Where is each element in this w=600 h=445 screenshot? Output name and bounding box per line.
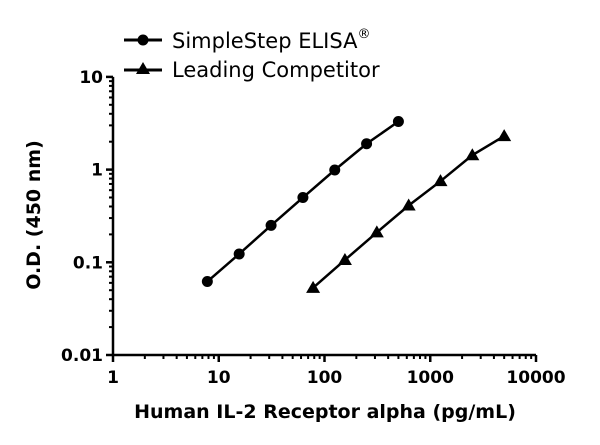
x-tick-label: 100 bbox=[307, 368, 343, 388]
legend-label-competitor: Leading Competitor bbox=[172, 58, 380, 82]
circle-marker-icon bbox=[329, 164, 341, 176]
y-tick-label: 1 bbox=[91, 161, 103, 181]
circle-marker-icon bbox=[233, 248, 245, 260]
triangle-marker-icon bbox=[136, 62, 150, 74]
circle-marker-icon bbox=[361, 138, 373, 150]
y-axis-title: O.D. (450 nm) bbox=[23, 140, 45, 290]
legend-label-simplestep: SimpleStep ELISA® bbox=[172, 27, 370, 53]
triangle-marker-icon bbox=[497, 129, 512, 142]
y-tick-label: 10 bbox=[79, 68, 103, 88]
triangle-marker-icon bbox=[306, 280, 321, 293]
x-tick-label: 10000 bbox=[506, 368, 565, 388]
series-competitor bbox=[306, 129, 512, 293]
x-axis: 1 10 100 1000 10000 bbox=[107, 353, 566, 388]
circle-marker-icon bbox=[201, 276, 213, 288]
triangle-marker-icon bbox=[337, 252, 352, 265]
triangle-marker-icon bbox=[369, 225, 384, 238]
legend-item-competitor: Leading Competitor bbox=[124, 58, 380, 82]
y-axis: 0.01 0.1 1 10 bbox=[61, 68, 115, 366]
series-layer bbox=[201, 116, 512, 293]
x-axis-title: Human IL-2 Receptor alpha (pg/mL) bbox=[134, 401, 516, 423]
x-tick-label: 1000 bbox=[407, 368, 454, 388]
circle-marker-icon bbox=[265, 219, 277, 231]
y-tick-label: 0.1 bbox=[73, 253, 103, 273]
series-simplestep bbox=[201, 116, 404, 288]
circle-marker-icon bbox=[137, 34, 149, 46]
triangle-marker-icon bbox=[465, 148, 480, 161]
triangle-marker-icon bbox=[433, 174, 448, 187]
x-tick-label: 10 bbox=[207, 368, 231, 388]
x-tick-label: 1 bbox=[107, 368, 119, 388]
triangle-marker-icon bbox=[401, 198, 416, 211]
circle-marker-icon bbox=[392, 116, 404, 128]
legend-item-simplestep: SimpleStep ELISA® bbox=[124, 27, 370, 53]
circle-marker-icon bbox=[297, 192, 309, 204]
legend: SimpleStep ELISA® Leading Competitor bbox=[124, 27, 380, 82]
y-tick-label: 0.01 bbox=[61, 346, 103, 366]
